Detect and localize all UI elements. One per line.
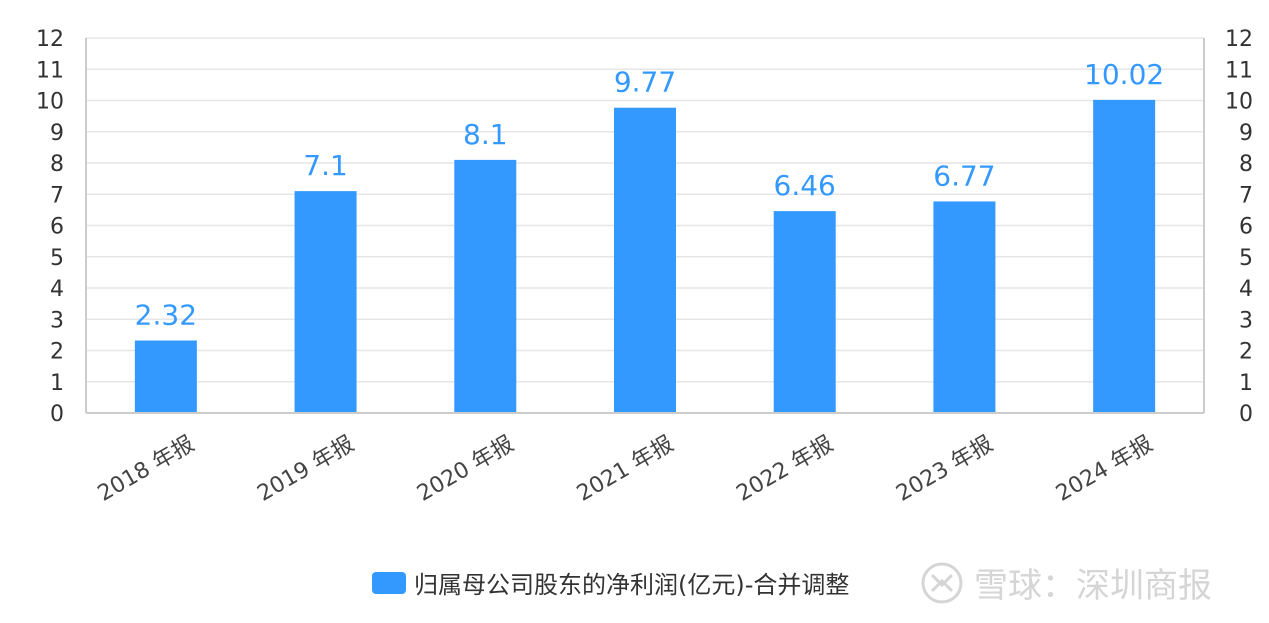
bar — [454, 159, 517, 413]
y-tick-label-right: 8 — [1239, 152, 1253, 177]
y-tick-label-right: 1 — [1239, 371, 1253, 396]
y-tick-label-right: 11 — [1225, 58, 1253, 83]
data-label: 10.02 — [1084, 58, 1164, 91]
legend-swatch — [372, 571, 406, 594]
y-tick-label-left: 4 — [50, 277, 64, 302]
y-tick-label-left: 2 — [50, 340, 64, 365]
bar — [773, 211, 836, 413]
data-labels: 2.32 7.1 8.1 9.77 6.46 6.77 10.02 — [135, 58, 1165, 332]
y-tick-label-left: 12 — [36, 27, 64, 52]
data-label: 9.77 — [614, 66, 676, 99]
legend-label: 归属母公司股东的净利润(亿元)-合并调整 — [414, 571, 850, 599]
y-tick-label-right: 7 — [1239, 183, 1253, 208]
bar — [1093, 99, 1156, 413]
bar — [134, 340, 197, 413]
y-tick-label-left: 3 — [50, 308, 64, 333]
watermark: 雪球：深圳商报 — [920, 558, 1212, 607]
bars — [134, 99, 1156, 413]
y-tick-label-left: 10 — [36, 90, 64, 115]
x-axis-categories: 2018 年报 2019 年报 2020 年报 2021 年报 2022 年报 2023 … — [94, 432, 1157, 507]
data-label: 6.46 — [774, 169, 836, 202]
x-tick-label: 2018 年报 — [94, 432, 199, 507]
x-tick-label: 2023 年报 — [892, 432, 997, 507]
x-tick-label: 2021 年报 — [573, 432, 678, 507]
y-tick-label-left: 1 — [50, 371, 64, 396]
y-tick-label-right: 9 — [1239, 121, 1253, 146]
bar — [933, 201, 996, 413]
axes — [85, 38, 1205, 414]
x-tick-label: 2019 年报 — [253, 432, 358, 507]
data-label: 2.32 — [135, 299, 197, 332]
snowball-logo-icon — [921, 562, 963, 603]
x-tick-label: 2022 年报 — [733, 432, 838, 507]
x-tick-label: 2020 年报 — [413, 432, 518, 507]
legend: 归属母公司股东的净利润(亿元)-合并调整 — [372, 565, 849, 600]
y-tick-label-right: 12 — [1225, 27, 1253, 52]
x-tick-label: 2024 年报 — [1052, 432, 1157, 507]
y-tick-label-left: 8 — [50, 152, 64, 177]
y-tick-label-right: 4 — [1239, 277, 1253, 302]
y-tick-label-left: 9 — [50, 121, 64, 146]
data-label: 8.1 — [463, 118, 508, 151]
y-tick-label-left: 6 — [50, 215, 64, 240]
y-tick-label-right: 10 — [1225, 90, 1253, 115]
bar — [614, 107, 676, 413]
bar — [294, 191, 357, 413]
y-tick-label-right: 2 — [1239, 340, 1253, 365]
y-tick-label-left: 0 — [50, 402, 64, 427]
y-tick-label-right: 3 — [1239, 308, 1253, 333]
data-label: 7.1 — [303, 149, 348, 182]
data-label: 6.77 — [933, 159, 995, 192]
y-tick-label-left: 11 — [36, 58, 64, 83]
y-tick-label-right: 5 — [1239, 246, 1253, 271]
y-tick-label-left: 7 — [50, 183, 64, 208]
y-tick-label-left: 5 — [50, 246, 64, 271]
y-tick-label-right: 0 — [1239, 402, 1253, 427]
y-tick-label-right: 6 — [1239, 215, 1253, 240]
watermark-text: 雪球：深圳商报 — [974, 566, 1212, 606]
